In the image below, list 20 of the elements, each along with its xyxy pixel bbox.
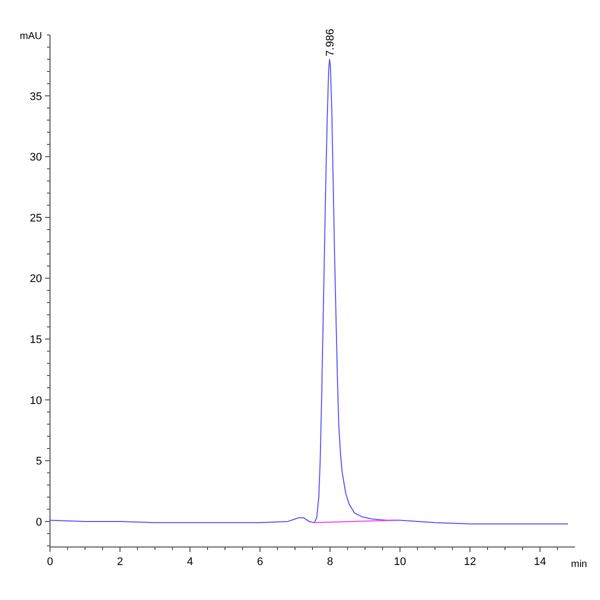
y-tick-label: 5	[36, 456, 42, 468]
x-tick-label: 10	[394, 556, 406, 568]
x-tick-label: 2	[116, 556, 124, 568]
x-tick-label: 4	[186, 556, 194, 568]
line-series	[50, 58, 568, 524]
y-tick-label: 0	[36, 516, 42, 528]
y-tick-label: 25	[30, 212, 42, 224]
x-tick-label: 6	[256, 556, 264, 568]
annotation: 7.986	[324, 28, 337, 56]
y-tick-label: 35	[30, 90, 42, 103]
y-axis-title: mAU	[20, 31, 42, 42]
x-axis-title: min	[571, 559, 588, 570]
x-tick-label: 14	[534, 556, 546, 568]
y-tick-label: 20	[30, 273, 42, 286]
y-tick-label: 30	[30, 152, 42, 164]
y-tick-label: 10	[30, 394, 42, 407]
x-tick-label: 12	[464, 556, 476, 568]
x-tick-label: 8	[326, 556, 334, 568]
x-tick-label: 0	[46, 556, 54, 568]
y-tick-label: 15	[30, 334, 42, 346]
